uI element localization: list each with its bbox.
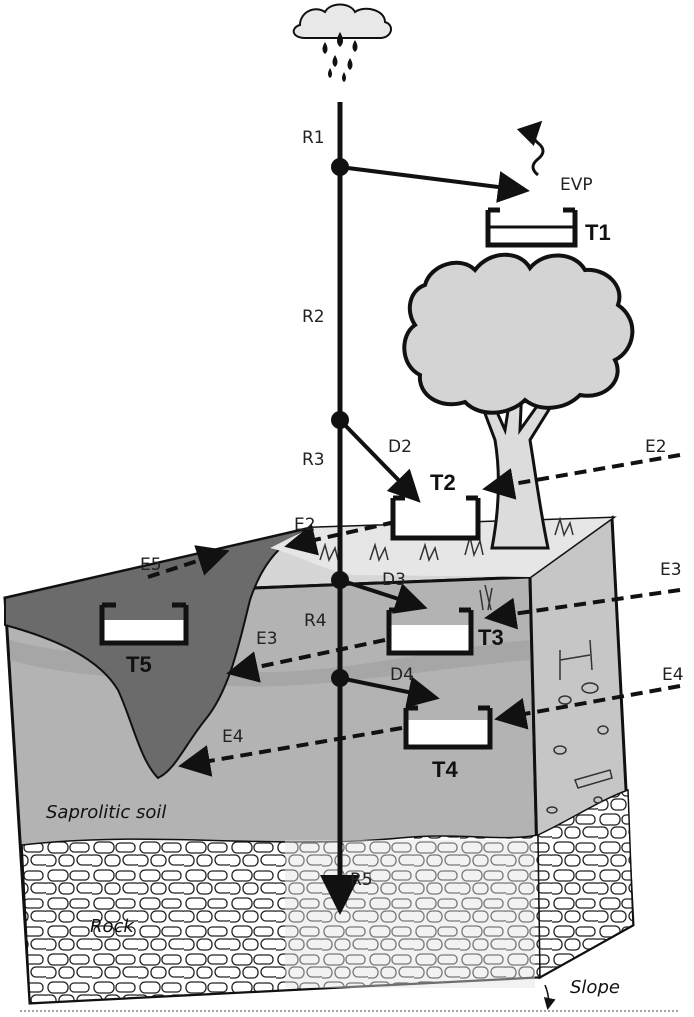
evaporation-icon — [516, 120, 545, 177]
rain-cloud-icon — [292, 3, 392, 82]
tank-t3 — [386, 607, 474, 656]
label-e3-left: E3 — [256, 629, 278, 649]
side-markings — [546, 639, 613, 814]
grass — [319, 516, 574, 611]
label-e4-left: E4 — [222, 727, 244, 747]
rock-layer-front — [21, 834, 541, 1004]
label-r3: R3 — [302, 450, 325, 470]
arrow-to-t4 — [339, 676, 440, 708]
label-rock: Rock — [90, 916, 135, 937]
label-t3: T3 — [478, 625, 504, 650]
label-r2: R2 — [302, 307, 325, 327]
tree-canopy — [402, 252, 635, 415]
arrow-e3-out — [226, 638, 386, 683]
arrow-e3-in — [484, 588, 681, 630]
arrow-to-t1 — [339, 165, 530, 203]
label-d4: D4 — [390, 665, 414, 685]
label-e3-right: E3 — [660, 560, 682, 580]
label-e5: E5 — [140, 555, 162, 575]
slope-indicator — [543, 984, 556, 1010]
label-r4: R4 — [304, 611, 327, 631]
label-d2: D2 — [388, 437, 412, 457]
label-slope: Slope — [570, 977, 620, 998]
arrow-e5 — [147, 545, 230, 579]
label-t1: T1 — [585, 220, 611, 245]
label-t2: T2 — [430, 470, 456, 495]
tank-t5 — [99, 602, 189, 646]
label-r1: R1 — [302, 128, 325, 148]
tank-t4 — [403, 705, 493, 750]
rock-layer-side — [537, 788, 634, 979]
arrow-to-t3 — [339, 578, 428, 614]
label-r5: R5 — [350, 870, 373, 890]
label-evp: EVP — [560, 175, 593, 195]
tank-t1 — [485, 207, 578, 248]
label-e2-right: E2 — [645, 437, 667, 457]
arrow-e2-in — [482, 453, 681, 500]
arrow-e4-out — [178, 726, 403, 777]
label-e4-right: E4 — [662, 665, 684, 685]
label-t4: T4 — [432, 757, 458, 782]
label-saprolitic-soil: Saprolitic soil — [46, 802, 166, 823]
label-e2-left: E2 — [294, 515, 316, 535]
rock-shade — [285, 840, 535, 988]
tank-t2 — [390, 495, 481, 541]
label-d3: D3 — [382, 570, 406, 590]
arrow-e4-in — [494, 684, 681, 730]
arrow-to-t2 — [338, 418, 421, 503]
label-t5: T5 — [126, 652, 152, 677]
arrow-e2-out — [284, 520, 396, 556]
